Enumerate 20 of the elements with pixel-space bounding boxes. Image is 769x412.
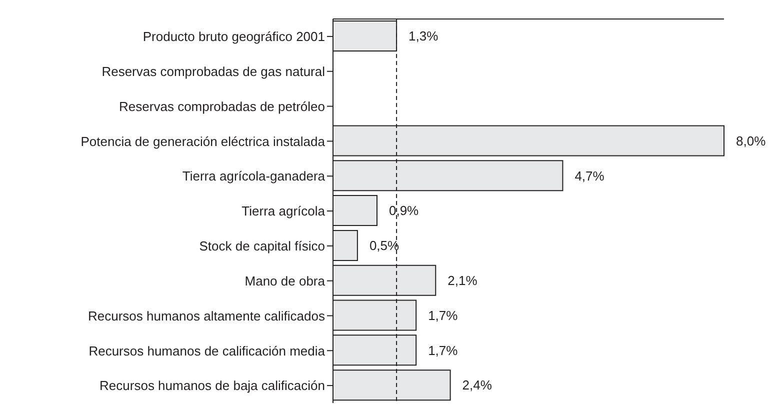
data-label: 2,1%	[448, 272, 478, 288]
y-tick-label: Reservas comprobadas de petróleo	[119, 98, 325, 114]
y-tick-label: Recursos humanos de calificación media	[88, 343, 326, 358]
y-tick-label: Potencia de generación eléctrica instalada	[80, 134, 326, 149]
data-label: 1,7%	[428, 342, 458, 358]
data-label: 0,5%	[369, 238, 400, 254]
y-tick-label: Recursos humanos de baja calificación	[100, 378, 325, 394]
data-label: 4,7%	[574, 168, 605, 184]
y-tick-label: Reservas comprobadas de gas natural	[102, 64, 326, 79]
y-tick-label: Stock de capital físico	[199, 238, 325, 254]
data-label: 8,0%	[736, 133, 766, 148]
y-tick-label: Mano de obra	[244, 273, 326, 288]
y-tick-label: Tierra agrícola	[242, 204, 326, 219]
y-tick-label: Recursos humanos altamente calificados	[88, 308, 326, 324]
data-label: 0,9%	[388, 203, 420, 218]
data-label: 2,4%	[462, 378, 492, 393]
y-tick-label: Producto bruto geográfico 2001	[142, 29, 325, 44]
data-label: 1,3%	[408, 28, 439, 44]
y-tick-label: Tierra agrícola-ganadera	[182, 168, 326, 184]
data-label: 1,7%	[428, 308, 458, 323]
